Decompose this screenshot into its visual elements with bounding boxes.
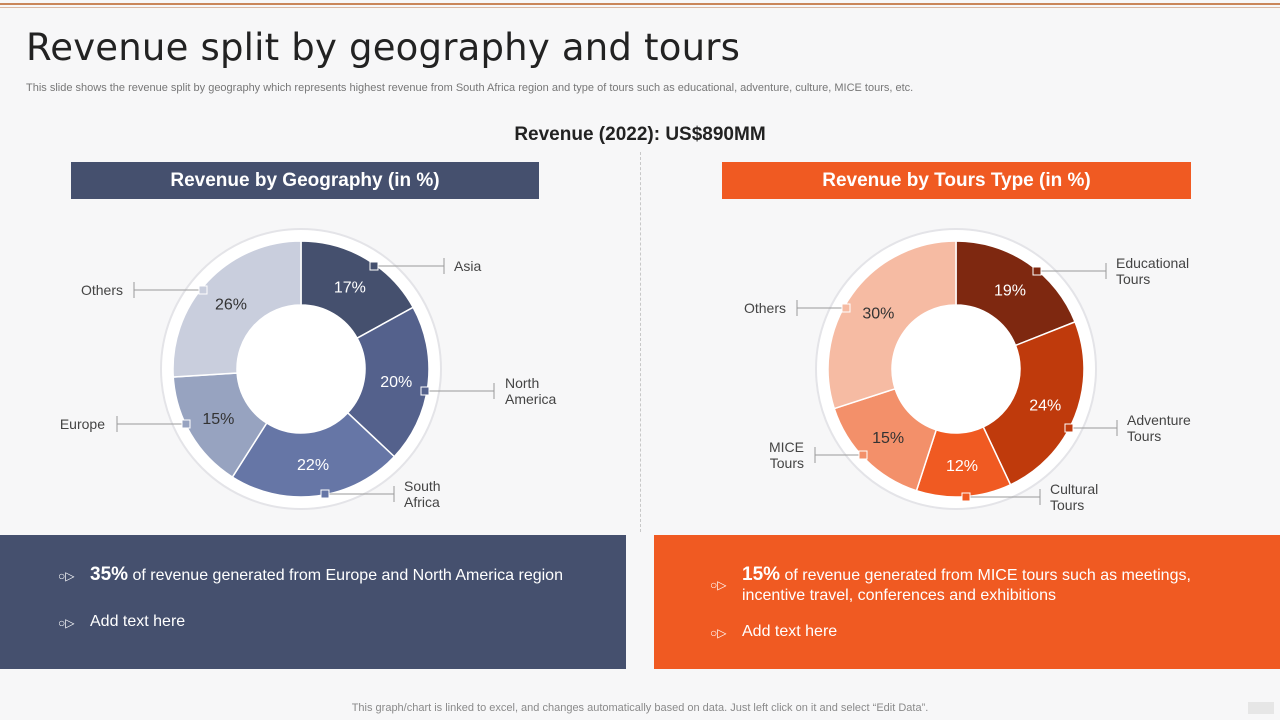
geography-leader-marker-2 bbox=[320, 489, 330, 499]
geography-category-label-line: Africa bbox=[404, 494, 440, 510]
geography-slice-value-1: 20% bbox=[380, 374, 412, 391]
tours-insight-bullet-2: ○▷ Add text here bbox=[710, 622, 837, 643]
corner-box bbox=[1248, 702, 1274, 714]
top-accent-line-thin bbox=[0, 7, 1280, 8]
tours-chart-header: Revenue by Tours Type (in %) bbox=[722, 162, 1191, 199]
tours-insight-text-line2: incentive travel, conferences and exhibi… bbox=[742, 587, 1056, 604]
geography-insight-text: of revenue generated from Europe and Nor… bbox=[132, 567, 563, 584]
geography-add-text[interactable]: Add text here bbox=[90, 613, 186, 630]
geography-chart-header: Revenue by Geography (in %) bbox=[71, 162, 539, 199]
tours-slice-value-1: 24% bbox=[1029, 397, 1061, 414]
tours-slice-value-3: 15% bbox=[872, 430, 904, 447]
revenue-total: Revenue (2022): US$890MM bbox=[514, 124, 766, 145]
geography-insight-panel: ○▷ 35% of revenue generated from Europe … bbox=[0, 535, 626, 669]
tours-category-label-line: MICE bbox=[769, 439, 804, 455]
tours-category-label-line: Tours bbox=[1050, 497, 1084, 513]
geography-slice-1 bbox=[346, 306, 430, 458]
geography-leader-marker-3 bbox=[181, 419, 191, 429]
geography-category-label-line: South bbox=[404, 478, 441, 494]
bullet-arrow-icon: ○▷ bbox=[58, 569, 75, 583]
section-divider bbox=[640, 152, 641, 532]
geography-insight-bullet-2: ○▷ Add text here bbox=[58, 612, 185, 633]
geography-category-label-line: Europe bbox=[60, 416, 105, 432]
geography-slice-2 bbox=[231, 411, 396, 498]
tours-category-label-line: Tours bbox=[1116, 271, 1150, 287]
tours-category-label-line: Adventure bbox=[1127, 412, 1191, 428]
tours-slice-value-4: 30% bbox=[862, 306, 894, 323]
geography-category-label-2: South Africa bbox=[404, 478, 441, 510]
page-subtitle: This slide shows the revenue split by ge… bbox=[26, 82, 914, 94]
tours-leader-marker-3 bbox=[858, 450, 868, 460]
bullet-arrow-icon: ○▷ bbox=[58, 616, 75, 630]
geography-leader-marker-4 bbox=[198, 285, 208, 295]
tours-category-label-4: Others bbox=[744, 300, 786, 316]
tours-slice-value-0: 19% bbox=[994, 283, 1026, 300]
tours-category-label-line: Others bbox=[744, 300, 786, 316]
top-accent-line bbox=[0, 3, 1280, 5]
tours-slice-0 bbox=[955, 240, 1076, 347]
tours-category-label-line: Tours bbox=[1127, 428, 1161, 444]
geography-slice-value-4: 26% bbox=[215, 296, 247, 313]
tours-category-label-line: Educational bbox=[1116, 255, 1189, 271]
tours-leader-marker-4 bbox=[841, 303, 851, 313]
geography-slice-value-3: 15% bbox=[202, 411, 234, 428]
geography-category-label-3: Europe bbox=[60, 416, 105, 432]
geography-category-label-4: Others bbox=[81, 282, 123, 298]
tours-insight-bullet-1: ○▷ 15% of revenue generated from MICE to… bbox=[710, 565, 1191, 606]
geography-category-label-line: Others bbox=[81, 282, 123, 298]
tours-category-label-3: MICE Tours bbox=[769, 439, 804, 471]
geography-category-label-1: North America bbox=[505, 375, 557, 407]
geography-category-label-line: America bbox=[505, 391, 557, 407]
tours-category-label-line: Cultural bbox=[1050, 481, 1098, 497]
tours-add-text[interactable]: Add text here bbox=[742, 623, 838, 640]
geography-leader-marker-1 bbox=[420, 386, 430, 396]
tours-category-label-0: Educational Tours bbox=[1116, 255, 1189, 287]
tours-slice-value-2: 12% bbox=[946, 458, 978, 475]
tours-category-label-line: Tours bbox=[770, 455, 804, 471]
tours-leader-marker-1 bbox=[1064, 423, 1074, 433]
geography-category-label-line: Asia bbox=[454, 258, 481, 274]
tours-category-label-1: Adventure Tours bbox=[1127, 412, 1191, 444]
tours-slice-1 bbox=[982, 320, 1085, 486]
bullet-arrow-icon: ○▷ bbox=[710, 578, 727, 592]
tours-insight-panel: ○▷ 15% of revenue generated from MICE to… bbox=[654, 535, 1280, 669]
tours-insight-percent: 15% bbox=[742, 564, 781, 585]
geography-slice-value-0: 17% bbox=[334, 279, 366, 296]
tours-category-label-2: Cultural Tours bbox=[1050, 481, 1098, 513]
tours-slice-4 bbox=[827, 240, 957, 410]
tours-leader-marker-0 bbox=[1032, 266, 1042, 276]
geography-slice-value-2: 22% bbox=[297, 457, 329, 474]
tours-leader-marker-2 bbox=[961, 492, 971, 502]
footer-note: This graph/chart is linked to excel, and… bbox=[351, 702, 929, 714]
bullet-arrow-icon: ○▷ bbox=[710, 626, 727, 640]
geography-leader-marker-0 bbox=[369, 261, 379, 271]
page-title: Revenue split by geography and tours bbox=[26, 26, 741, 69]
geography-insight-bullet-1: ○▷ 35% of revenue generated from Europe … bbox=[58, 565, 563, 586]
tours-insight-text-line1: of revenue generated from MICE tours suc… bbox=[784, 567, 1191, 584]
geography-insight-percent: 35% bbox=[90, 564, 129, 585]
geography-category-label-line: North bbox=[505, 375, 539, 391]
geography-category-label-0: Asia bbox=[454, 258, 481, 274]
geography-slice-4 bbox=[172, 240, 302, 378]
